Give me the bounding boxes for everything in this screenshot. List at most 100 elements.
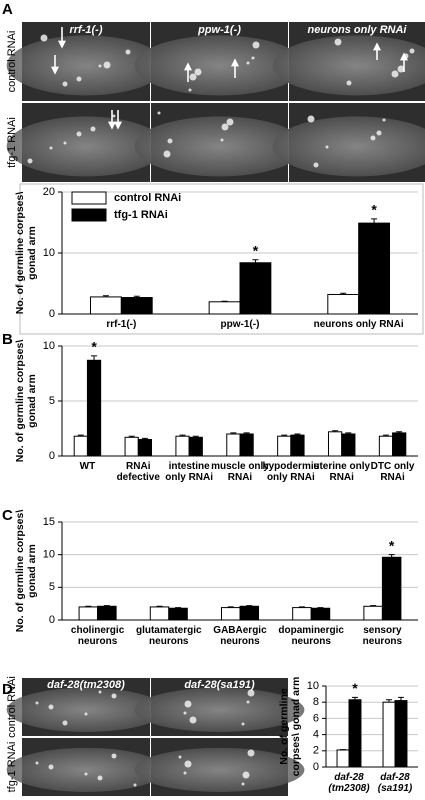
corpse-spot — [84, 712, 88, 716]
bar — [292, 607, 312, 621]
y-tick-label: 15 — [43, 516, 55, 528]
x-tick-label: muscle only RNAi — [211, 461, 269, 483]
corpse-spot — [189, 716, 197, 724]
corpse-spot — [325, 145, 329, 149]
bar — [336, 749, 350, 768]
y-axis-label: No. of germline corpses\ gonad arm — [14, 192, 38, 315]
legend-swatch — [71, 208, 107, 222]
y-tick-label: 5 — [49, 395, 55, 407]
image-row-label: tfg-1 RNAi — [6, 117, 18, 168]
bar — [381, 556, 402, 621]
y-tick-label: 6 — [313, 712, 319, 724]
corpse-spot — [27, 158, 33, 164]
error-bar — [281, 434, 288, 437]
y-tick-label: 4 — [313, 729, 319, 741]
worm-body — [6, 687, 166, 732]
corpse-spot — [35, 701, 39, 705]
y-tick-label: 0 — [49, 308, 55, 320]
x-tick-label: intestine only RNAi — [165, 461, 213, 483]
worm-body — [6, 35, 166, 96]
bar — [73, 435, 88, 457]
corpse-spot — [63, 141, 67, 145]
corpse-spot — [90, 126, 96, 132]
worm-body — [272, 35, 425, 96]
error-bar — [91, 355, 98, 361]
corpse-spot — [194, 68, 202, 76]
y-axis-label: No. of germline corpses\ gonad arm — [14, 510, 38, 633]
x-tick-label: cholinergic neurons — [71, 625, 124, 647]
corpse-spot — [370, 135, 376, 141]
y-tick-label: 10 — [307, 680, 319, 692]
error-bar — [133, 295, 140, 298]
corpse-spot — [247, 689, 255, 697]
x-tick-label: dopaminergic neurons — [278, 625, 344, 647]
worm-body — [134, 687, 305, 732]
corpse-spot — [409, 48, 415, 54]
image-row-label: control RNAi — [6, 676, 18, 738]
corpse-spot — [221, 123, 229, 131]
bar — [120, 297, 153, 315]
corpse-spot — [157, 111, 161, 115]
corpse-spot — [49, 146, 53, 150]
bar — [78, 606, 99, 621]
corpse-spot — [184, 700, 192, 708]
error-bar — [370, 605, 377, 607]
y-axis-label: No. of germline corpses\ gonad arm — [278, 677, 302, 777]
bar — [363, 605, 383, 621]
corpse-spot — [103, 61, 111, 69]
corpse-spot — [397, 65, 405, 73]
corpse-spot — [183, 711, 187, 715]
x-tick-label: RNAi defective — [117, 461, 160, 483]
corpse-spot — [62, 720, 68, 726]
error-bar — [192, 435, 199, 438]
bar — [226, 433, 241, 457]
corpse-spot — [251, 56, 255, 60]
y-tick-label: 2 — [313, 745, 319, 757]
error-bar — [102, 295, 109, 297]
error-bar — [388, 554, 395, 558]
corpse-spot — [97, 775, 103, 781]
bar — [86, 359, 102, 457]
x-tick-label: glutamatergic neurons — [136, 625, 202, 647]
bar — [208, 301, 241, 315]
image-column-label: ppw-1(-) — [197, 24, 241, 36]
corpse-spot — [184, 760, 192, 768]
x-tick-label: ppw-1(-) — [221, 319, 260, 330]
error-bar — [332, 430, 339, 432]
corpse-spot — [84, 772, 88, 776]
corpse-spot — [247, 749, 255, 757]
error-bar — [77, 434, 84, 437]
bar — [341, 433, 356, 457]
error-bar — [317, 607, 324, 609]
corpse-spot — [111, 693, 117, 699]
corpse-spot — [252, 41, 260, 49]
bar — [277, 435, 292, 457]
corpse-spot — [241, 782, 245, 786]
legend-swatch — [71, 191, 107, 205]
error-bar — [221, 300, 228, 302]
corpse-spot — [76, 76, 82, 82]
bar — [149, 606, 170, 621]
x-tick-label: rrf-1(-) — [106, 319, 136, 330]
y-tick-label: 8 — [313, 696, 319, 708]
error-bar — [252, 259, 259, 263]
significance-marker: * — [352, 680, 358, 696]
error-bar — [371, 218, 378, 224]
corpse-spot — [111, 753, 117, 759]
error-bar — [298, 606, 305, 608]
corpse-spot — [246, 700, 250, 704]
image-column-label: neurons only RNAi — [307, 24, 407, 36]
corpse-spot — [391, 70, 399, 78]
image-column-label: rrf-1(-) — [70, 24, 103, 36]
bar — [327, 431, 343, 457]
corpse-spot — [35, 761, 39, 765]
bar — [137, 439, 153, 457]
image-column-label: daf-28(tm2308) — [47, 679, 125, 691]
worm-body — [134, 35, 305, 96]
error-bar — [246, 605, 253, 607]
corpse-spot — [163, 150, 171, 158]
y-tick-label: 0 — [313, 761, 319, 773]
image-row-label: control RNAi — [6, 31, 18, 93]
corpse-spot — [48, 764, 54, 770]
y-tick-label: 10 — [43, 247, 55, 259]
